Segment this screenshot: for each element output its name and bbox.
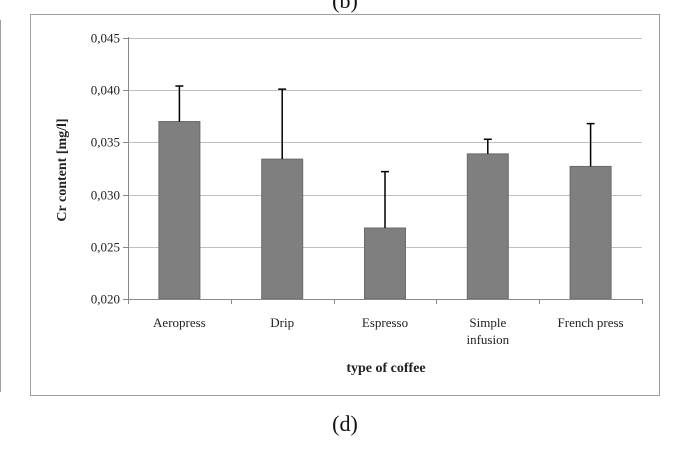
panel-label: (d) xyxy=(332,411,358,436)
axes xyxy=(128,37,643,304)
x-category-label-line: infusion xyxy=(466,332,509,347)
x-axis-title: type of coffee xyxy=(346,361,425,376)
bar xyxy=(261,158,304,300)
error-bars xyxy=(175,85,595,229)
x-category-label-line: Simple xyxy=(469,315,506,330)
x-axis-category-labels: Aeropress Drip Espresso Simple infusion Frenc… xyxy=(153,315,624,347)
y-axis-ticks: 0,020 0,025 0,030 0,035 0,040 0,045 xyxy=(91,31,128,307)
x-category-label: Drip xyxy=(270,315,294,330)
y-tick-label: 0,035 xyxy=(91,135,120,150)
y-axis-title: Cr content [mg/l] xyxy=(55,118,70,221)
x-category-label: Simple infusion xyxy=(466,315,509,347)
y-tick-label: 0,020 xyxy=(91,292,120,307)
y-tick-label: 0,025 xyxy=(91,240,120,255)
x-category-label: French press xyxy=(558,315,624,330)
bar xyxy=(466,153,509,300)
x-category-label-line: French press xyxy=(558,315,624,330)
chart-frame xyxy=(30,14,660,396)
x-category-label-line: Drip xyxy=(270,315,294,330)
bar xyxy=(569,165,612,300)
bar xyxy=(158,121,201,300)
x-category-label-line: Aeropress xyxy=(153,315,206,330)
y-tick-label: 0,040 xyxy=(91,83,120,98)
x-category-label: Aeropress xyxy=(153,315,206,330)
bar xyxy=(364,227,406,300)
top-panel-label: (b) xyxy=(332,0,358,13)
y-tick-label: 0,030 xyxy=(91,188,120,203)
x-category-label-line: Espresso xyxy=(362,315,408,330)
x-category-label: Espresso xyxy=(362,315,408,330)
y-tick-label: 0,045 xyxy=(91,31,120,46)
